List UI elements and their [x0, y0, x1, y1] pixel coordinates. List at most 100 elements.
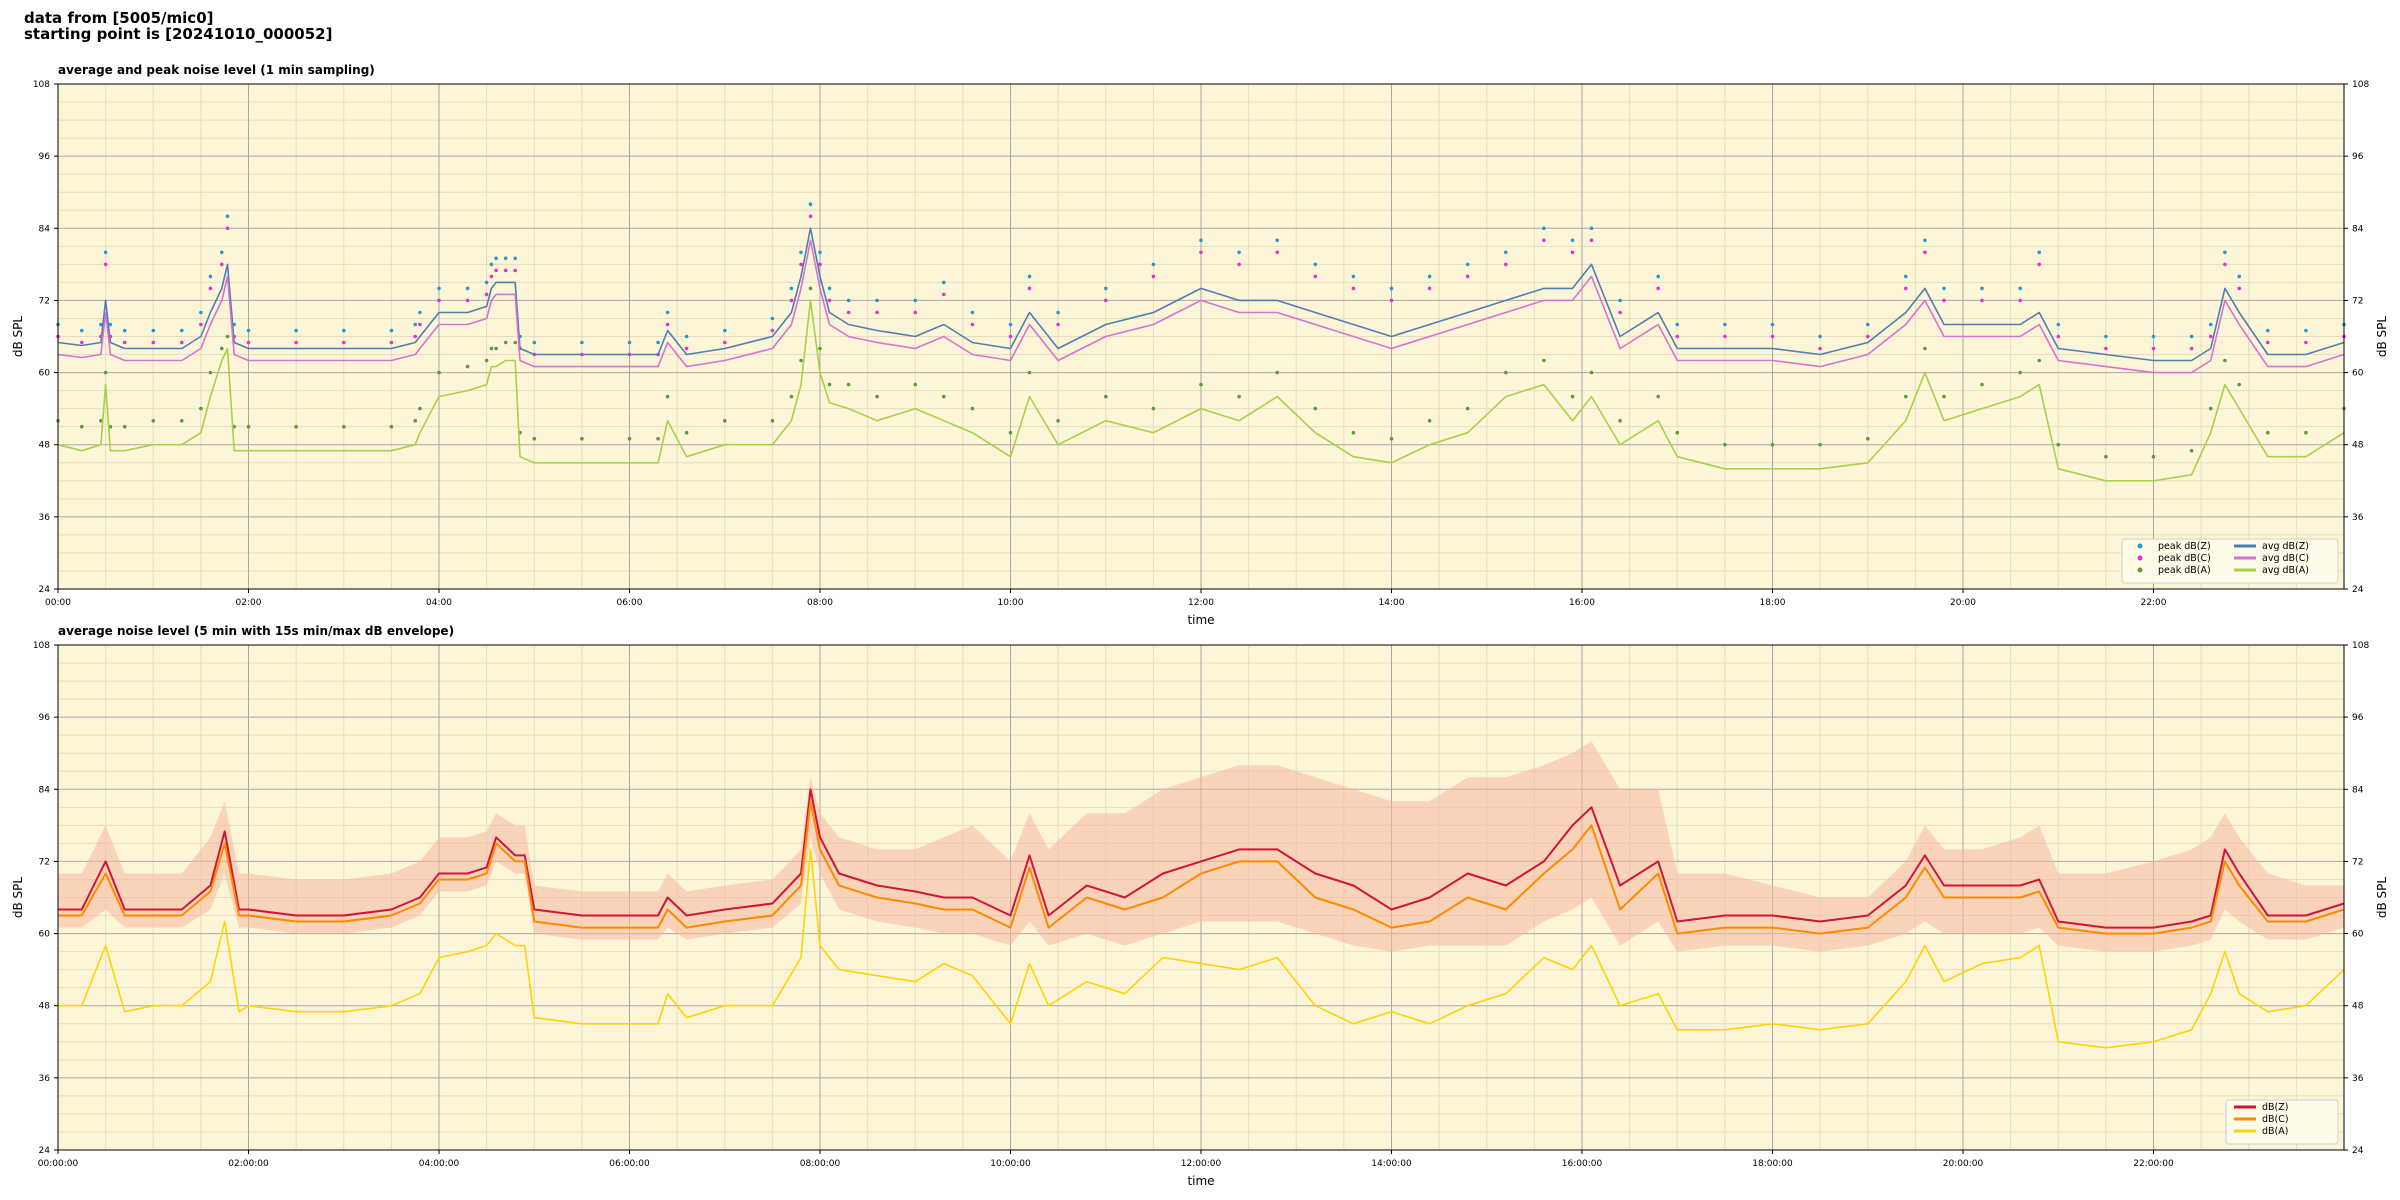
top-point-peak-db-c [389, 340, 394, 345]
top-point-peak-db-a [1237, 394, 1241, 399]
top-point-peak-db-z [1818, 334, 1822, 339]
top-point-peak-db-z [2104, 334, 2108, 339]
top-point-peak-db-c [827, 298, 832, 303]
top-point-peak-db-z [580, 340, 584, 345]
top-ytick-label-right: 84 [2352, 224, 2364, 234]
top-point-peak-db-z [80, 328, 84, 333]
top-point-peak-db-a [199, 406, 203, 411]
top-point-peak-db-a [627, 436, 632, 441]
top-point-peak-db-z [1104, 286, 1108, 291]
top-point-peak-db-z [246, 328, 251, 333]
bottom-ytick-label-left: 108 [33, 641, 50, 651]
top-point-peak-db-c [1104, 298, 1108, 303]
top-y-axis-label-left: dB SPL [11, 316, 25, 358]
top-legend-label: peak dB(C) [2158, 553, 2211, 564]
top-point-peak-db-c [484, 292, 489, 297]
top-point-peak-db-z [665, 310, 670, 315]
top-point-peak-db-c [2189, 346, 2194, 351]
top-point-peak-db-z [108, 322, 113, 327]
top-point-peak-db-z [99, 322, 103, 327]
top-point-peak-db-a [294, 424, 298, 429]
top-point-peak-db-a [1818, 442, 1822, 447]
bottom-legend-label: dB(Z) [2262, 1102, 2288, 1113]
top-point-peak-db-z [1151, 262, 1156, 267]
bottom-ytick-label-right: 48 [2352, 1002, 2364, 1012]
top-point-peak-db-a [1675, 430, 1680, 435]
top-xtick-label: 02:00 [236, 598, 262, 608]
bottom-minmax-envelope [58, 741, 2344, 952]
top-point-peak-db-z [1275, 238, 1279, 243]
bottom-series-db-z [58, 788, 2345, 929]
top-point-peak-db-c [808, 214, 813, 219]
top-point-peak-db-a [789, 394, 794, 399]
top-point-peak-db-c [723, 340, 727, 345]
top-point-peak-db-z [494, 256, 498, 261]
top-point-peak-db-a [827, 382, 832, 387]
top-point-peak-db-c [1542, 238, 1546, 243]
top-point-peak-db-c [2208, 334, 2213, 339]
top-chart-title: average and peak noise level (1 min samp… [58, 63, 375, 77]
top-point-peak-db-c [208, 286, 213, 291]
figure-suptitle: data from [5005/mic0] starting point is … [24, 10, 332, 42]
top-point-peak-db-c [1723, 334, 1727, 339]
top-x-axis-label: time [1187, 613, 1214, 627]
top-point-peak-db-a [1542, 358, 1546, 363]
top-point-peak-db-a [808, 286, 813, 291]
top-point-peak-db-z [2056, 322, 2061, 327]
bottom-ytick-label-right: 36 [2352, 1074, 2364, 1084]
top-point-peak-db-z [294, 328, 298, 333]
top-xtick-label: 12:00 [1188, 598, 1214, 608]
top-point-peak-db-a [2104, 454, 2108, 459]
top-point-peak-db-a [580, 436, 584, 441]
top-point-peak-db-c [1618, 310, 1622, 315]
bottom-legend-box [2225, 1099, 2339, 1145]
top-point-peak-db-a [80, 424, 84, 429]
top-point-peak-db-a [1351, 430, 1356, 435]
bottom-ytick-label-left: 24 [39, 1146, 51, 1156]
top-point-peak-db-c [684, 346, 689, 351]
top-point-peak-db-z [1923, 238, 1927, 243]
top-point-peak-db-z [1237, 250, 1241, 255]
top-point-peak-db-a [180, 418, 184, 423]
top-ytick-label-right: 96 [2352, 152, 2364, 162]
top-point-peak-db-a [656, 436, 660, 441]
top-ytick-label-left: 96 [39, 152, 51, 162]
top-point-peak-db-z [513, 256, 517, 261]
top-point-peak-db-c [1389, 298, 1394, 303]
top-series-peak-db-z [56, 202, 2346, 345]
top-point-peak-db-z [465, 286, 470, 291]
top-point-peak-db-c [846, 310, 851, 315]
top-point-peak-db-c [2037, 262, 2041, 267]
top-ytick-label-right: 60 [2352, 369, 2364, 379]
bottom-ytick-label-right: 108 [2352, 641, 2369, 651]
top-point-peak-db-a [103, 370, 108, 375]
top-point-peak-db-c [1904, 286, 1908, 291]
top-point-peak-db-a [513, 340, 517, 345]
bottom-chart-title: average noise level (5 min with 15s min/… [58, 624, 454, 638]
top-point-peak-db-c [465, 298, 470, 303]
top-chart-panel: 24 24 36 36 48 48 60 60 72 72 84 84 96 96 108 108 00:00 0… [11, 63, 2389, 627]
top-point-peak-db-c [2151, 346, 2156, 351]
top-ytick-label-right: 24 [2352, 585, 2364, 595]
bottom-xtick-label: 22:00:00 [2133, 1159, 2174, 1169]
top-point-peak-db-z [1027, 274, 1032, 279]
top-point-peak-db-a [1008, 430, 1013, 435]
top-xtick-label: 08:00 [807, 598, 833, 608]
top-point-peak-db-c [220, 262, 224, 267]
bottom-xtick-label: 06:00:00 [609, 1159, 650, 1169]
top-ytick-label-left: 48 [39, 441, 51, 451]
top-point-peak-db-z [1723, 322, 1727, 327]
bottom-series-db-a [58, 848, 2345, 1049]
top-point-peak-db-a [2304, 430, 2308, 435]
top-point-peak-db-z [1504, 250, 1508, 255]
top-point-peak-db-c [1008, 334, 1013, 339]
top-point-peak-db-z [1008, 322, 1013, 327]
top-point-peak-db-c [294, 340, 298, 345]
top-legend-label: peak dB(A) [2158, 565, 2211, 576]
top-point-peak-db-z [942, 280, 946, 285]
top-legend-label: peak dB(Z) [2158, 541, 2211, 552]
top-point-peak-db-z [208, 274, 213, 279]
top-y-axis-label-right: dB SPL [2375, 316, 2389, 358]
top-point-peak-db-z [437, 286, 441, 291]
